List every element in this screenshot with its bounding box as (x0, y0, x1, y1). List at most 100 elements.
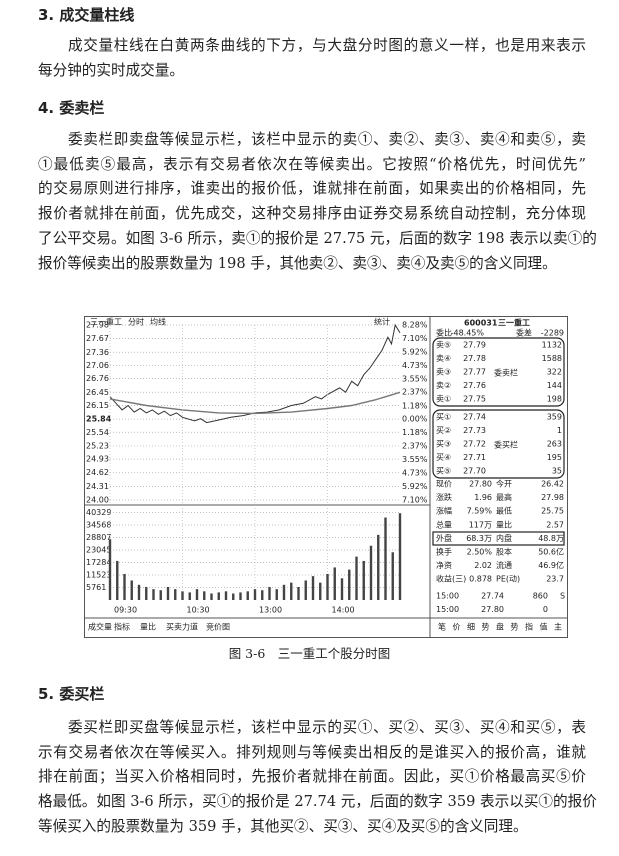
y-tick-label: 11523 (86, 570, 111, 579)
panel-cell: 流通 (496, 560, 512, 570)
panel-tab: 盘 (496, 622, 504, 632)
y2-tick-label: 3.55% (402, 374, 428, 383)
y-tick-label: 24.62 (86, 468, 109, 477)
y-tick-label: 25.84 (86, 415, 112, 424)
panel-cell: 今开 (496, 479, 512, 489)
x-tick-label: 13:00 (259, 606, 282, 615)
paragraph-line: 委买栏即买盘等候显示栏，该栏中显示的买①、买②、买③、买④和买⑤，表 (68, 719, 586, 736)
x-tick-label: 10:30 (187, 606, 210, 615)
panel-cell: 股本 (496, 547, 512, 557)
y-tick-label: 28807 (86, 533, 111, 542)
volume-bar (333, 567, 336, 600)
stock-figure: 三一重工 分时 均线 统计27.9827.6727.3627.0626.7626.45… (84, 316, 568, 638)
volume-bar (311, 576, 315, 600)
y-tick-label: 24.93 (86, 455, 109, 464)
y-tick-label: 17284 (86, 558, 111, 567)
panel-cell: 买⑤ (436, 467, 451, 476)
panel-cell: 35 (552, 467, 562, 476)
panel-cell: 委比 (436, 328, 452, 338)
panel-cell: 换手 (436, 547, 452, 557)
panel-cell: 23.7 (546, 575, 564, 584)
stock-name: 三一重工 (498, 318, 530, 328)
volume-bar (304, 580, 307, 600)
panel-tab: 细 (467, 622, 475, 632)
panel-cell: 最高 (496, 492, 512, 502)
y2-tick-label: 0.00% (402, 415, 428, 424)
volume-bar (224, 591, 228, 600)
panel-cell: 195 (547, 453, 562, 462)
panel-cell: 27.98 (541, 493, 564, 502)
paragraph-line: 格最低。如图 3-6 所示，买①的报价是 27.74 元，后面的数字 359 表… (38, 793, 597, 811)
volume-bar (217, 592, 220, 600)
volume-bar (116, 560, 119, 600)
volume-bar (166, 586, 170, 600)
panel-cell: 卖⑤ (436, 341, 451, 350)
y-tick-label: 26.76 (86, 374, 109, 383)
y-tick-label: 5761 (86, 583, 106, 592)
panel-cell: 2.57 (546, 520, 564, 529)
paragraph-line: 等候买入的股票数量为 359 手，其他买②、买③、买④及买⑤的含义同理。 (38, 817, 528, 835)
panel-cell: 净资 (436, 560, 452, 570)
panel-cell: 27.71 (463, 453, 486, 462)
panel-cell: 0.878 (469, 575, 492, 584)
panel-cell: 现价 (436, 480, 452, 489)
tab-label: 指标 (114, 622, 130, 632)
toolbar-label: 统计 (374, 317, 390, 327)
tab-label: 成交量 (88, 622, 112, 632)
y2-tick-label: 4.73% (402, 361, 428, 370)
volume-bar (137, 584, 141, 600)
volume-bar (159, 590, 162, 600)
panel-cell: 0 (543, 605, 548, 614)
volume-bar (340, 578, 344, 600)
panel-cell: 1 (557, 426, 562, 435)
paragraph-line: 委卖栏即卖盘等候显示栏，该栏中显示的卖①、卖②、卖③、卖④和卖⑤，卖 (68, 131, 586, 148)
volume-bar (384, 517, 387, 600)
panel-cell: 买② (436, 426, 451, 435)
panel-cell: 68.3万 (466, 534, 492, 543)
volume-bar (181, 591, 184, 600)
panel-tab: 价 (453, 623, 461, 632)
y2-tick-label: 1.18% (402, 401, 428, 410)
y-tick-label: 34568 (86, 520, 111, 529)
tab-label: 量比 (140, 622, 156, 632)
panel-cell: 买① (436, 413, 451, 422)
y-tick-label: 24.00 (86, 496, 109, 505)
volume-bar (297, 586, 300, 600)
y2-tick-label: 5.92% (402, 347, 428, 356)
y2-tick-label: 7.10% (402, 334, 428, 343)
y-tick-label: 23045 (86, 546, 111, 555)
tab-label: 竞价图 (206, 622, 230, 632)
series-name: 均线 (150, 317, 166, 327)
y-tick-label: 40329 (86, 508, 111, 517)
y-tick-label: 27.36 (86, 348, 109, 357)
panel-cell: 27.70 (463, 467, 486, 476)
x-tick-label: 09:30 (114, 606, 137, 615)
paragraph-line: ①最低卖⑤最高，表示有交易者依次在等候卖出。它按照“价格优先，时间优先” (38, 155, 586, 173)
panel-cell: 263 (547, 440, 562, 449)
volume-bar (377, 534, 380, 600)
panel-cell: 15:00 (436, 592, 459, 601)
panel-tab: 势 (511, 622, 519, 632)
y-tick-label: 25.54 (86, 428, 109, 437)
volume-bar (232, 593, 235, 600)
y2-tick-label: 8.28% (402, 321, 428, 330)
volume-bar (319, 582, 322, 600)
panel-cell: 27.74 (463, 413, 486, 422)
volume-bar (362, 560, 365, 600)
y2-tick-label: 1.18% (402, 428, 428, 437)
panel-cell: S (560, 592, 565, 601)
panel-cell: 卖④ (436, 354, 451, 363)
chart-title: 三一重工 (90, 317, 122, 327)
y2-tick-label: 3.55% (402, 455, 428, 464)
y-tick-label: 26.45 (86, 388, 109, 397)
panel-cell: 117万 (469, 520, 492, 529)
panel-cell: 1588 (542, 354, 562, 363)
panel-cell: 7.59% (467, 507, 493, 516)
panel-cell: 买④ (436, 453, 451, 462)
panel-cell: 359 (547, 413, 562, 422)
paragraph-line: 报价者就排在前面，优先成交，这种交易排序由证券交易系统自动控制，充分体现 (38, 205, 586, 223)
paragraph-line: 每分钟的实时成交量。 (38, 61, 184, 79)
paragraph-line: 排在前面；当买入价格相同时，先报价者就排在前面。因此，买①价格最高买⑤价 (38, 768, 586, 786)
panel-tab: 势 (482, 622, 490, 632)
outer-box (432, 531, 565, 546)
